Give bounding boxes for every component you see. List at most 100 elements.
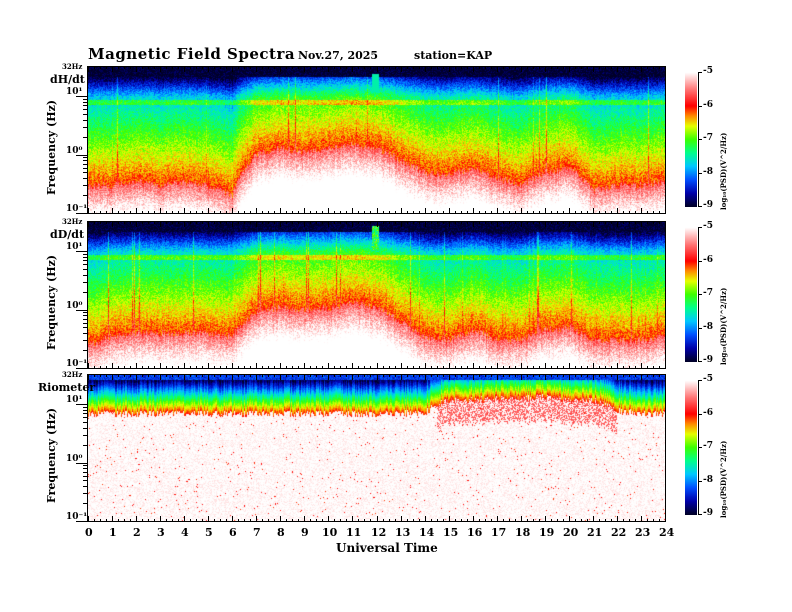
x-tick bbox=[190, 519, 191, 521]
x-tick bbox=[94, 519, 95, 521]
x-tick bbox=[238, 375, 239, 377]
x-tick bbox=[172, 222, 173, 224]
x-tick bbox=[467, 222, 468, 224]
x-tick bbox=[623, 67, 624, 69]
colorbar-label: log₁₀(PSD)(V^2/Hz) bbox=[719, 132, 728, 210]
x-tick bbox=[274, 222, 275, 224]
x-tick-label: 16 bbox=[467, 526, 483, 539]
x-tick bbox=[226, 67, 227, 69]
x-tick bbox=[473, 363, 474, 368]
x-tick bbox=[346, 375, 347, 377]
x-tick bbox=[262, 366, 263, 368]
x-tick bbox=[629, 222, 630, 224]
x-tick bbox=[413, 366, 414, 368]
x-tick bbox=[401, 375, 402, 380]
x-tick bbox=[497, 67, 498, 72]
x-tick bbox=[611, 366, 612, 368]
x-tick-label: 10 bbox=[322, 526, 338, 539]
colorbar-tick bbox=[698, 106, 702, 107]
x-tick bbox=[377, 208, 378, 213]
x-tick bbox=[112, 222, 113, 227]
x-tick bbox=[395, 375, 396, 377]
x-tick bbox=[425, 208, 426, 213]
x-tick bbox=[202, 519, 203, 521]
x-tick bbox=[112, 363, 113, 368]
x-tick bbox=[88, 222, 89, 227]
x-tick bbox=[605, 67, 606, 69]
x-tick bbox=[322, 519, 323, 521]
x-tick bbox=[220, 67, 221, 69]
x-tick bbox=[364, 366, 365, 368]
x-tick bbox=[515, 519, 516, 521]
x-tick bbox=[521, 516, 522, 521]
x-tick bbox=[497, 516, 498, 521]
x-tick-label: 11 bbox=[346, 526, 362, 539]
x-tick bbox=[503, 366, 504, 368]
x-tick bbox=[256, 375, 257, 380]
x-tick bbox=[557, 211, 558, 213]
x-tick bbox=[142, 375, 143, 377]
x-tick bbox=[364, 375, 365, 377]
x-tick bbox=[443, 366, 444, 368]
x-tick bbox=[358, 366, 359, 368]
y-minor-tick bbox=[83, 127, 88, 128]
x-tick bbox=[256, 67, 257, 72]
x-tick bbox=[370, 366, 371, 368]
x-tick bbox=[160, 375, 161, 380]
x-tick bbox=[244, 375, 245, 377]
x-tick bbox=[401, 516, 402, 521]
x-tick bbox=[286, 67, 287, 69]
colorbar-tick-label: -9 bbox=[703, 355, 713, 365]
x-tick bbox=[208, 363, 209, 368]
x-tick bbox=[515, 366, 516, 368]
x-tick bbox=[124, 519, 125, 521]
x-tick bbox=[497, 363, 498, 368]
x-tick bbox=[184, 67, 185, 72]
colorbar-tick bbox=[698, 328, 702, 329]
x-tick bbox=[533, 519, 534, 521]
y-major-tick bbox=[76, 251, 88, 252]
x-tick bbox=[641, 208, 642, 213]
y-major-tick bbox=[76, 213, 88, 214]
x-tick bbox=[112, 516, 113, 521]
x-tick bbox=[172, 67, 173, 69]
x-tick bbox=[88, 208, 89, 213]
x-tick bbox=[533, 366, 534, 368]
x-tick bbox=[190, 222, 191, 224]
x-tick bbox=[370, 67, 371, 69]
x-tick bbox=[605, 222, 606, 224]
x-tick bbox=[431, 222, 432, 224]
x-tick bbox=[593, 516, 594, 521]
x-tick bbox=[629, 366, 630, 368]
x-tick bbox=[340, 67, 341, 69]
x-tick bbox=[304, 67, 305, 72]
x-tick bbox=[358, 375, 359, 377]
x-tick bbox=[154, 519, 155, 521]
y-minor-tick bbox=[83, 99, 88, 100]
x-tick bbox=[88, 67, 89, 72]
y-minor-tick bbox=[83, 503, 88, 504]
x-tick bbox=[383, 222, 384, 224]
x-tick bbox=[635, 375, 636, 377]
x-tick bbox=[653, 67, 654, 69]
x-tick bbox=[623, 375, 624, 377]
x-tick bbox=[190, 67, 191, 69]
x-tick bbox=[467, 519, 468, 521]
y-major-tick bbox=[76, 463, 88, 464]
x-tick bbox=[641, 375, 642, 380]
x-tick bbox=[659, 366, 660, 368]
x-tick bbox=[653, 519, 654, 521]
x-tick-label: 4 bbox=[181, 526, 189, 539]
panel-label: Riometer bbox=[38, 381, 96, 394]
y-minor-tick bbox=[83, 493, 88, 494]
colorbar-tick bbox=[698, 139, 702, 140]
colorbar-tick bbox=[698, 294, 702, 295]
x-tick bbox=[154, 67, 155, 69]
y-minor-tick bbox=[83, 164, 88, 165]
x-tick bbox=[310, 375, 311, 377]
y-major-tick bbox=[76, 155, 88, 156]
x-tick bbox=[629, 519, 630, 521]
y-minor-tick bbox=[83, 327, 88, 328]
x-tick bbox=[575, 67, 576, 69]
